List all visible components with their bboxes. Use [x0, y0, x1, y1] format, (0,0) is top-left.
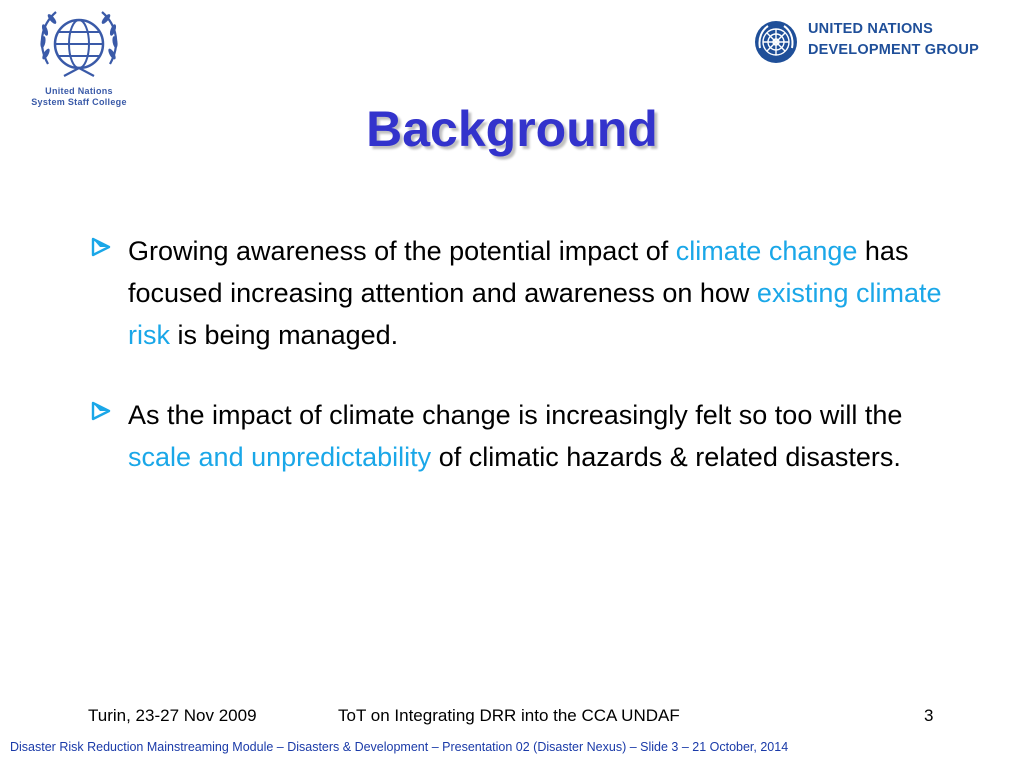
footer-location-date: Turin, 23-27 Nov 2009 — [88, 706, 257, 725]
highlight-existing-climate-risk: existing climate risk — [128, 278, 942, 350]
slide-title: Background — [366, 101, 658, 157]
slide-number: 3 — [924, 706, 934, 725]
bullet-text-part: Growing awareness of the potential impac… — [128, 236, 676, 266]
undg-logo: UNITED NATIONS DEVELOPMENT GROUP — [752, 18, 1002, 68]
un-emblem-icon — [755, 21, 797, 63]
unssc-logo: United Nations System Staff College — [14, 6, 144, 107]
arrow-bullet-icon — [91, 401, 111, 421]
footer-course-title: ToT on Integrating DRR into the CCA UNDA… — [338, 706, 680, 725]
undg-name-line2: DEVELOPMENT GROUP — [808, 42, 979, 58]
bullet-item: Growing awareness of the potential impac… — [88, 230, 968, 356]
arrow-bullet-icon — [91, 237, 111, 257]
bullet-text: As the impact of climate change is incre… — [128, 394, 968, 478]
bullet-text-part: of climatic hazards & related disasters. — [431, 442, 901, 472]
un-emblem-icon — [40, 11, 118, 77]
unssc-caption-line1: United Nations — [45, 86, 113, 96]
bullet-item: As the impact of climate change is incre… — [88, 394, 968, 478]
highlight-climate-change: climate change — [675, 236, 858, 266]
highlight-scale-unpredictability: scale and unpredictability — [128, 442, 432, 472]
bullet-list: Growing awareness of the potential impac… — [88, 230, 968, 516]
undg-name-line1: UNITED NATIONS — [808, 21, 933, 37]
bullet-text: Growing awareness of the potential impac… — [128, 230, 968, 356]
bullet-text-part: As the impact of climate change is incre… — [128, 400, 903, 430]
unssc-caption-line2: System Staff College — [31, 97, 127, 107]
bullet-text-part: is being managed. — [170, 320, 399, 350]
module-caption: Disaster Risk Reduction Mainstreaming Mo… — [10, 740, 789, 754]
bullet-text-part: has focused increasing attention and awa… — [128, 236, 909, 308]
